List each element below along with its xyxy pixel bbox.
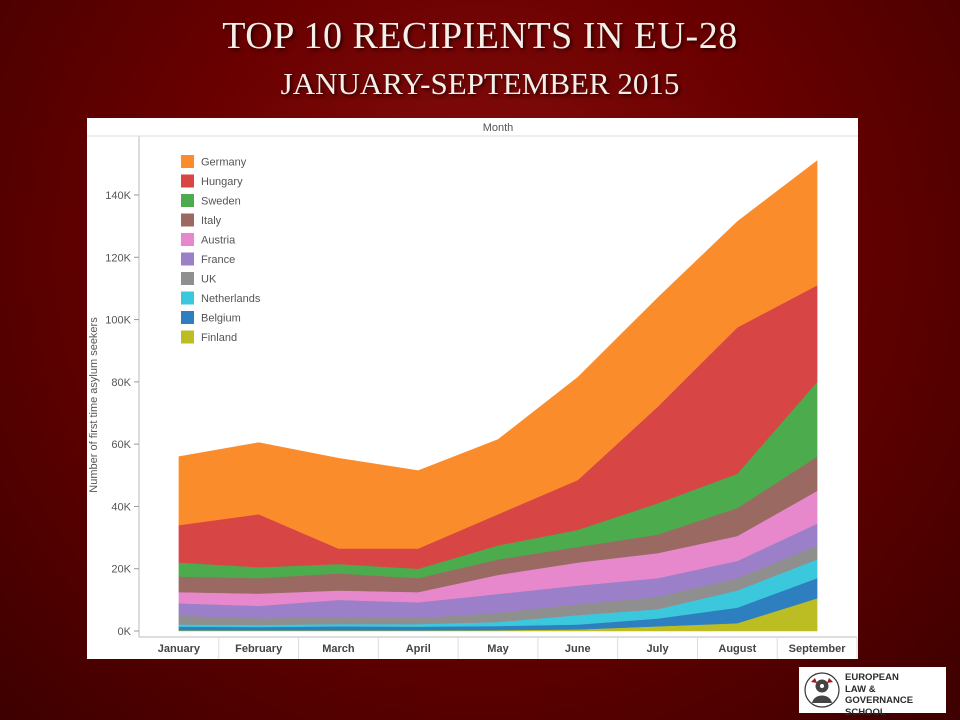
x-tick-label: May bbox=[487, 643, 509, 655]
logo-line-2: LAW & GOVERNANCE bbox=[845, 683, 914, 707]
y-tick-label: 120K bbox=[105, 252, 131, 264]
y-axis-label: Number of first time asylum seekers bbox=[88, 317, 100, 493]
y-tick-label: 100K bbox=[105, 315, 131, 327]
legend-label-finland: Finland bbox=[201, 332, 237, 344]
legend-label-netherlands: Netherlands bbox=[201, 293, 261, 305]
slide-title: TOP 10 RECIPIENTS IN EU-28 bbox=[222, 15, 738, 57]
x-tick-label: January bbox=[158, 643, 201, 655]
legend-swatch-austria bbox=[181, 233, 194, 246]
legend-label-italy: Italy bbox=[201, 215, 222, 227]
legend-swatch-belgium bbox=[181, 311, 194, 324]
x-tick-label: June bbox=[565, 643, 591, 655]
legend-swatch-finland bbox=[181, 330, 194, 344]
legend-swatch-sweden bbox=[181, 194, 194, 207]
legend-swatch-uk bbox=[181, 272, 194, 285]
school-logo: EUROPEAN LAW & GOVERNANCE SCHOOL bbox=[799, 667, 946, 718]
x-tick-label: April bbox=[406, 643, 431, 655]
stacked-area-chart: 0K 20K 40K 60K 80K 100K 120K 140K January Februar… bbox=[87, 122, 858, 659]
area-germany bbox=[178, 160, 818, 549]
x-tick-label: August bbox=[718, 643, 756, 655]
legend-swatch-italy bbox=[181, 213, 194, 227]
x-tick-label: March bbox=[322, 643, 355, 655]
legend-label-austria: Austria bbox=[201, 235, 236, 247]
x-tick-label: September bbox=[789, 643, 847, 655]
slide-subtitle: JANUARY-SEPTEMBER 2015 bbox=[280, 66, 680, 101]
logo-line-3: SCHOOL bbox=[845, 706, 886, 718]
legend-swatch-germany bbox=[181, 155, 194, 168]
logo-line-1: EUROPEAN bbox=[845, 672, 899, 683]
chart-header: Month bbox=[483, 122, 514, 134]
legend-label-belgium: Belgium bbox=[201, 313, 241, 325]
y-tick-label: 140K bbox=[105, 190, 131, 202]
chart-legend: Germany Hungary Sweden Italy Austria France UK… bbox=[181, 155, 261, 344]
chart-axes: 0K 20K 40K 60K 80K 100K 120K 140K January Februar… bbox=[87, 135, 858, 659]
legend-swatch-hungary bbox=[181, 174, 194, 188]
legend-swatch-france bbox=[181, 252, 194, 266]
legend-label-hungary: Hungary bbox=[201, 176, 243, 188]
x-tick-label: July bbox=[647, 643, 670, 655]
x-tick-label: February bbox=[235, 643, 283, 655]
crest-icon bbox=[804, 672, 840, 708]
y-tick-label: 80K bbox=[111, 377, 131, 389]
y-tick-label: 20K bbox=[111, 564, 131, 576]
legend-label-france: France bbox=[201, 254, 235, 266]
legend-label-sweden: Sweden bbox=[201, 196, 241, 208]
chart-panel: 0K 20K 40K 60K 80K 100K 120K 140K January Februar… bbox=[87, 118, 858, 659]
y-tick-label: 40K bbox=[111, 501, 131, 513]
legend-label-germany: Germany bbox=[201, 157, 247, 169]
legend-swatch-netherlands bbox=[181, 291, 194, 305]
chart-areas bbox=[178, 160, 818, 632]
y-tick-label: 0K bbox=[118, 626, 132, 638]
legend-label-uk: UK bbox=[201, 274, 217, 286]
y-tick-label: 60K bbox=[111, 439, 131, 451]
